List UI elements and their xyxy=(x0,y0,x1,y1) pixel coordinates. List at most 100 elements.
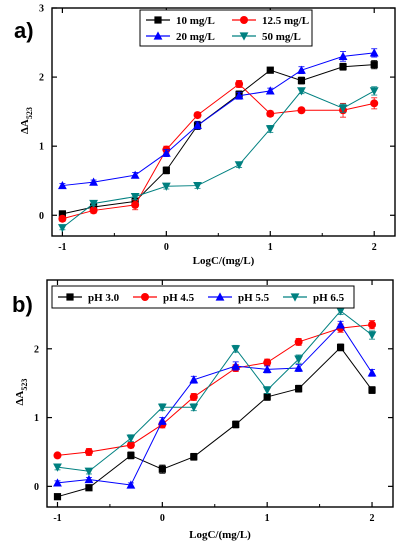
data-point xyxy=(57,180,67,190)
series-line xyxy=(62,52,375,187)
data-point xyxy=(193,111,202,120)
data-point xyxy=(367,368,377,377)
legend-label: pH 6.5 xyxy=(313,292,345,304)
plot-frame xyxy=(46,279,394,508)
data-point xyxy=(189,375,199,384)
legend-box xyxy=(139,9,313,47)
x-tick-label: -1 xyxy=(58,242,66,253)
panel-label: a) xyxy=(14,18,34,43)
data-point xyxy=(231,345,241,354)
x-axis-title: LogC/(mg/L) xyxy=(193,255,255,267)
data-point xyxy=(370,99,379,108)
legend-label: 50 mg/L xyxy=(262,31,301,43)
data-point xyxy=(263,393,271,401)
legend-entry: 10 mg/L xyxy=(146,15,215,27)
data-point xyxy=(53,478,62,487)
legend-label: 10 mg/L xyxy=(176,15,215,27)
data-point xyxy=(295,385,303,393)
data-point xyxy=(336,307,345,316)
x-tick-label: 2 xyxy=(372,242,377,253)
data-point xyxy=(126,480,136,489)
legend-entry: pH 6.5 xyxy=(283,292,345,304)
data-point xyxy=(367,331,377,340)
y-tick-label: 0 xyxy=(39,211,44,222)
y-tick-label: 1 xyxy=(39,142,44,153)
data-point xyxy=(262,386,272,395)
series-line xyxy=(62,83,375,220)
data-point xyxy=(162,166,170,174)
chart-panel-a: -1 0 1 2 0 1 2 3 LogC/(mg/L) ΔA523 a) 10 mg/L 12.5 m… xyxy=(14,4,396,267)
series-0 xyxy=(58,60,378,218)
data-point xyxy=(126,434,136,443)
legend-marker xyxy=(153,31,163,40)
data-point xyxy=(157,403,167,412)
data-point xyxy=(161,182,171,191)
data-point xyxy=(84,474,94,484)
data-point xyxy=(368,386,376,394)
data-point xyxy=(297,76,306,85)
data-point xyxy=(193,181,202,191)
y-tick-label: 0 xyxy=(34,482,39,493)
legend-label: 12.5 mg/L xyxy=(262,15,309,27)
data-point xyxy=(53,463,62,472)
y-axis-title-main: ΔA xyxy=(19,119,31,134)
legend-entry: pH 5.5 xyxy=(208,292,270,304)
series-line xyxy=(62,64,375,215)
x-tick-label: 0 xyxy=(164,242,169,253)
data-point xyxy=(336,343,345,352)
legend-marker xyxy=(239,32,249,41)
data-point xyxy=(127,451,135,460)
data-point xyxy=(232,420,240,429)
data-point xyxy=(89,177,98,186)
data-point xyxy=(190,453,198,461)
x-tick-label: 2 xyxy=(370,513,375,524)
data-point xyxy=(235,80,244,88)
legend: 10 mg/L 12.5 mg/L 20 mg/L 50 mg/L xyxy=(139,9,313,47)
series-line xyxy=(57,346,373,498)
data-point xyxy=(189,403,199,412)
y-axis-title-subscript: 523 xyxy=(25,107,34,119)
data-point xyxy=(189,392,198,401)
data-point xyxy=(338,104,348,113)
data-point xyxy=(131,200,140,209)
x-axis-title: LogC/(mg/L) xyxy=(189,529,251,541)
data-point xyxy=(263,358,272,367)
y-tick-label: 1 xyxy=(34,413,39,424)
data-point xyxy=(126,441,135,450)
legend-marker xyxy=(240,16,248,24)
x-tick-label: 0 xyxy=(160,513,165,524)
data-point xyxy=(130,193,140,202)
data-point xyxy=(369,87,379,96)
legend-marker xyxy=(154,16,162,24)
legend-entry: 12.5 mg/L xyxy=(232,15,309,27)
y-tick-label: 3 xyxy=(39,4,44,15)
data-point xyxy=(84,467,94,476)
data-point xyxy=(297,65,306,74)
data-point xyxy=(85,484,93,492)
data-point xyxy=(234,91,244,100)
legend-label: pH 3.0 xyxy=(88,292,120,304)
series-1 xyxy=(53,320,377,460)
data-point xyxy=(89,199,98,209)
series-0 xyxy=(53,343,376,501)
data-point xyxy=(157,416,167,425)
data-point xyxy=(338,51,348,60)
legend-marker xyxy=(141,293,149,301)
legend-marker xyxy=(290,293,300,302)
data-point xyxy=(193,120,202,130)
data-point xyxy=(368,320,377,329)
data-point xyxy=(53,451,62,460)
series-3 xyxy=(53,307,377,476)
data-point xyxy=(231,361,241,370)
y-axis-title-subscript: 523 xyxy=(20,379,29,391)
series-2 xyxy=(53,320,377,489)
data-point xyxy=(297,106,306,115)
series-line xyxy=(57,310,373,472)
data-point xyxy=(294,337,303,346)
legend: pH 3.0 pH 4.5 pH 5.5 pH 6.5 xyxy=(51,285,355,309)
data-point xyxy=(89,206,98,215)
data-point xyxy=(336,320,345,329)
legend-label: 20 mg/L xyxy=(176,31,215,43)
data-point xyxy=(57,224,67,233)
